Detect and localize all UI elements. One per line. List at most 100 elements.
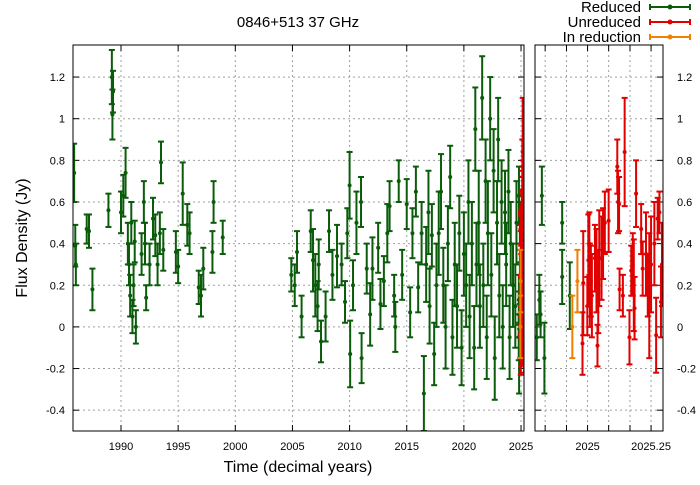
data-point [412,165,419,218]
x-tick-label: 2010 [337,441,361,453]
data-point [471,305,478,391]
data-point [209,230,216,274]
data-point [369,236,376,301]
data-point [653,296,660,374]
data-point [498,159,505,245]
data-point [490,128,497,214]
point-marker [130,314,135,319]
point-marker [448,174,453,179]
data-point [353,190,360,256]
data-point [350,259,357,312]
series-reduced [73,48,524,431]
data-point [454,263,461,349]
point-marker [343,299,348,304]
data-point [156,211,163,256]
data-point [438,153,445,231]
point-marker [520,150,524,155]
data-point [580,230,587,337]
data-point [131,219,138,264]
point-marker [396,179,401,184]
data-point [142,221,149,266]
point-marker [497,293,502,298]
data-point [312,253,319,318]
data-point [322,290,329,343]
point-marker [426,210,431,215]
point-marker [311,258,316,263]
data-point [483,294,490,380]
point-marker [378,301,383,306]
data-point [479,55,486,141]
y-tick-label: 1.2 [677,72,692,84]
x-tick-label: 1995 [166,441,190,453]
point-marker [410,231,415,236]
y-tick-label: -0.2 [677,364,696,376]
data-point [418,200,425,266]
point-marker [617,202,622,207]
point-marker [659,262,663,267]
y-tick-label: 0.6 [50,197,65,209]
point-marker [500,324,505,329]
point-marker [499,199,504,204]
point-marker [538,312,543,317]
data-point [487,76,494,162]
point-marker [492,356,497,361]
y-tick-label: 0.6 [677,197,692,209]
data-point [329,248,336,301]
legend-swatch [649,4,691,10]
point-marker [211,199,216,204]
data-point [428,203,435,268]
y-tick-label: 1 [677,114,683,126]
point-marker [518,279,523,284]
point-marker [73,262,78,267]
data-point [195,269,202,305]
point-marker [161,247,166,252]
x-tick-label: 2000 [223,441,247,453]
point-marker [469,241,474,246]
point-marker [157,231,162,236]
point-marker [381,279,386,284]
point-marker [477,304,482,309]
data-point [480,242,487,328]
data-point [631,275,638,341]
data-point [559,200,566,245]
point-marker [445,241,450,246]
point-marker [155,262,160,267]
data-point [491,315,498,401]
series-reduced [535,165,573,395]
data-point [476,263,483,349]
point-marker [153,233,158,238]
point-marker [484,335,489,340]
point-marker [436,231,441,236]
data-point [588,253,595,339]
point-marker [385,231,390,236]
data-point [559,248,566,305]
data-point [472,86,479,172]
series-in-reduction [517,248,524,360]
data-point [158,140,165,185]
point-marker [434,283,439,288]
point-marker [173,249,178,254]
point-marker [640,266,645,271]
data-point [601,190,608,256]
data-point [380,255,387,308]
data-point [399,248,406,301]
point-marker [345,231,350,236]
plot-frame [72,44,525,432]
point-marker [133,324,138,329]
data-point [423,225,430,303]
point-marker [323,314,328,319]
point-marker [364,266,369,271]
point-marker [359,356,364,361]
point-marker [461,252,466,257]
data-point [494,180,501,266]
point-marker [119,210,124,215]
data-point [110,69,117,114]
data-point [460,211,467,297]
point-marker [615,164,620,169]
point-marker [632,306,637,311]
y-tick-label: 1 [59,114,65,126]
data-point [358,332,365,385]
point-marker [481,283,486,288]
data-point [342,280,349,324]
data-point [89,267,96,312]
